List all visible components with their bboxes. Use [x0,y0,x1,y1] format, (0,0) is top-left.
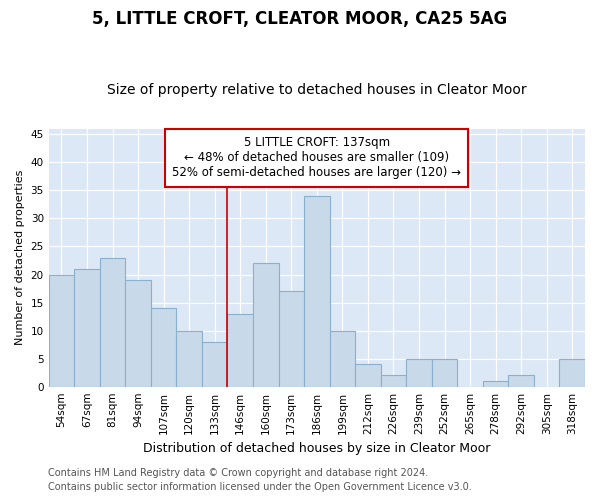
Bar [329,330,355,386]
Text: 5, LITTLE CROFT, CLEATOR MOOR, CA25 5AG: 5, LITTLE CROFT, CLEATOR MOOR, CA25 5AG [92,10,508,28]
Title: Size of property relative to detached houses in Cleator Moor: Size of property relative to detached ho… [107,83,527,97]
Bar [100,258,125,386]
Bar [49,274,74,386]
Bar [432,358,457,386]
Bar [253,264,278,386]
Bar [227,314,253,386]
Bar [125,280,151,386]
Bar [74,269,100,386]
Bar [202,342,227,386]
Text: Contains HM Land Registry data © Crown copyright and database right 2024.
Contai: Contains HM Land Registry data © Crown c… [48,468,472,492]
Bar [176,330,202,386]
Bar [151,308,176,386]
Bar [355,364,380,386]
Bar [559,358,585,386]
Text: 5 LITTLE CROFT: 137sqm
← 48% of detached houses are smaller (109)
52% of semi-de: 5 LITTLE CROFT: 137sqm ← 48% of detached… [172,136,461,180]
Y-axis label: Number of detached properties: Number of detached properties [15,170,25,346]
Bar [508,376,534,386]
Bar [380,376,406,386]
Bar [304,196,329,386]
Bar [483,381,508,386]
Bar [406,358,432,386]
Bar [278,292,304,386]
X-axis label: Distribution of detached houses by size in Cleator Moor: Distribution of detached houses by size … [143,442,491,455]
